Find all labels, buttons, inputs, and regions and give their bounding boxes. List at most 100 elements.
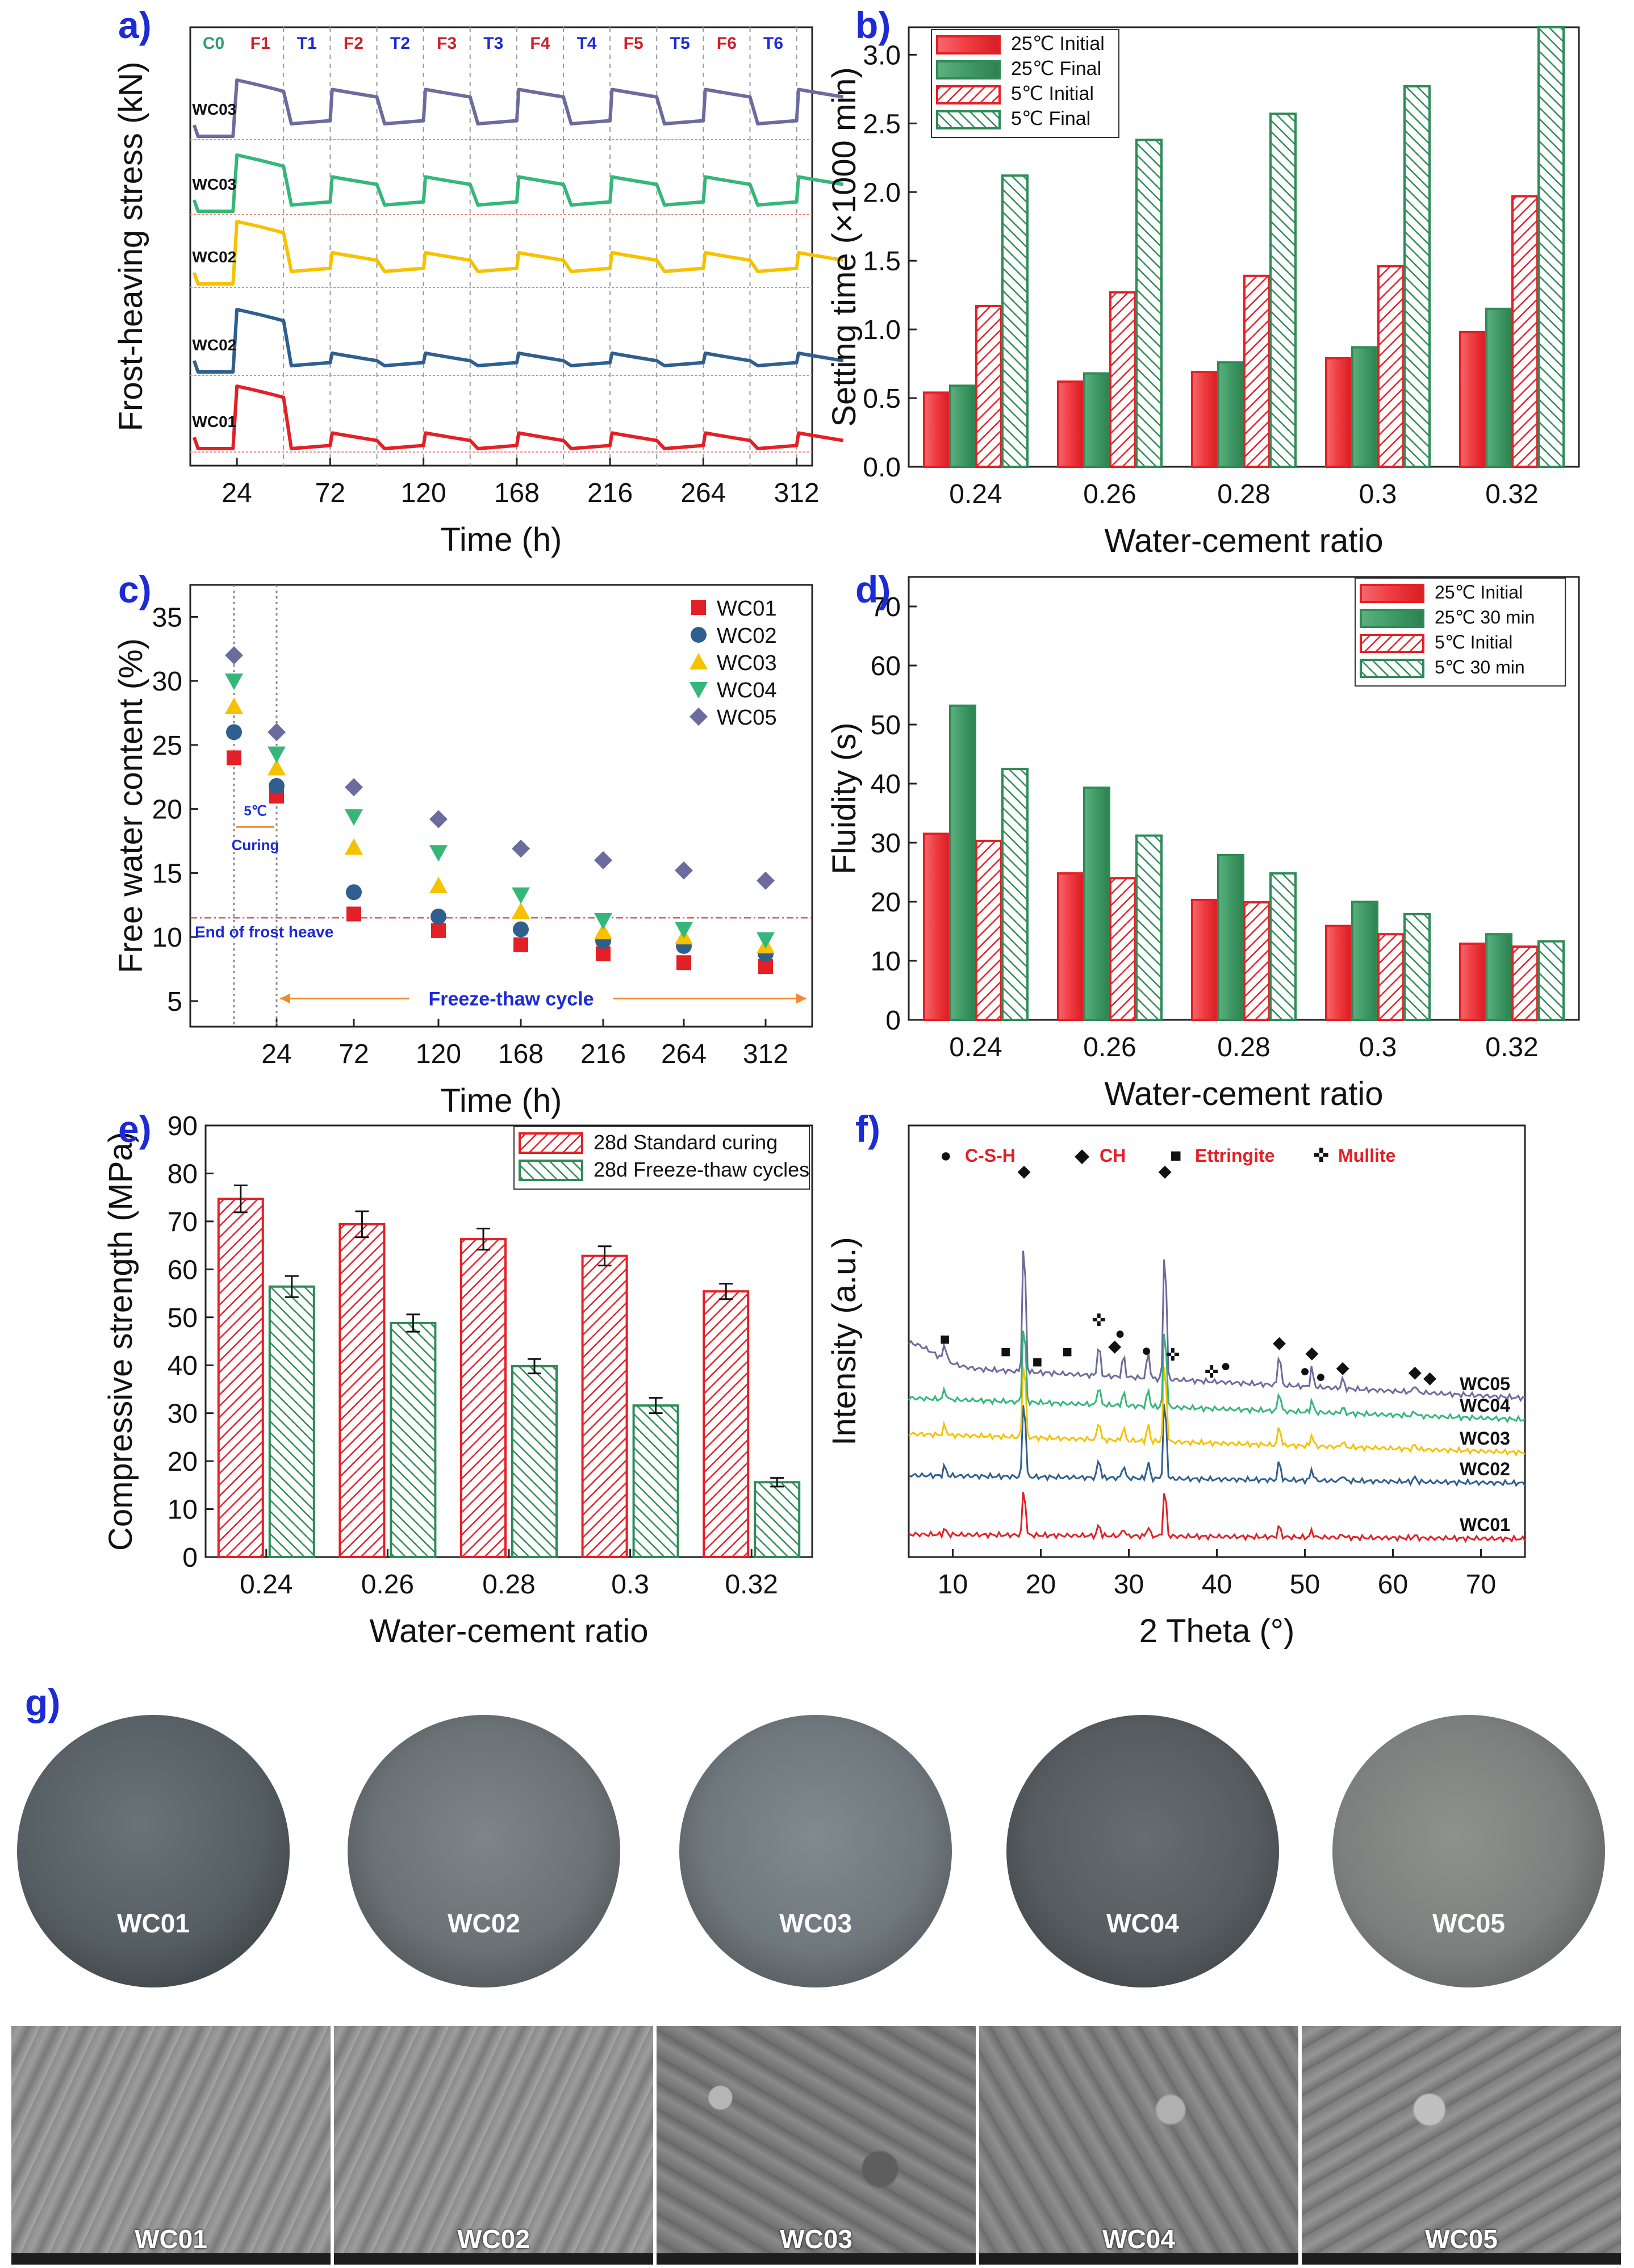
phase-marker: ◆ <box>1305 1344 1318 1362</box>
bar <box>1001 768 1029 1021</box>
x-tick-label: 0.28 <box>1217 1032 1270 1062</box>
data-point <box>513 937 528 952</box>
x-tick-label: 120 <box>401 478 446 508</box>
xrd-trace <box>908 1366 1526 1457</box>
bar <box>1403 913 1431 1022</box>
legend-swatch <box>936 60 1001 79</box>
bar <box>1191 898 1218 1021</box>
x-axis-label: Time (h) <box>441 1082 562 1119</box>
bar <box>975 305 1002 468</box>
arrow-head <box>280 993 290 1004</box>
y-tick-label: 70 <box>168 1207 198 1237</box>
stress-trace <box>193 220 844 286</box>
x-tick-label: 50 <box>1290 1570 1320 1600</box>
specimen-disk-wc05: WC05 <box>1332 1715 1605 1987</box>
x-tick-label: 216 <box>580 1039 626 1069</box>
legend-swatch <box>1360 634 1424 653</box>
chart-e: 0 10 20 30 40 50 60 70 80 90 0.24 0.26 0.28 0.3 0.32 Wa… <box>102 1111 813 1650</box>
x-axis-label: Water-cement ratio <box>1105 1076 1384 1112</box>
phase-marker: ● <box>1115 1324 1125 1343</box>
stress-trace <box>193 78 844 138</box>
legend-label: 5℃ Initial <box>1435 632 1512 652</box>
chart-a: C0 F1 T1 F2 T2 F3 T3 F4 T4 F5 T5 F6 T6 24 72 120 168 216 2… <box>112 26 844 558</box>
legend-swatch <box>1360 584 1424 603</box>
data-point <box>345 838 363 855</box>
phase-marker: ◆ <box>1336 1358 1349 1377</box>
bar <box>1191 371 1218 468</box>
specimen-disk-wc03: WC03 <box>679 1715 952 1987</box>
bar <box>1537 26 1565 468</box>
legend-swatch <box>936 35 1001 55</box>
y-tick-label: 0.5 <box>863 384 901 414</box>
y-tick-label: 30 <box>871 828 901 859</box>
data-point <box>269 778 285 794</box>
bar <box>1269 112 1297 468</box>
x-tick-label: 24 <box>222 478 252 508</box>
data-point <box>691 627 707 643</box>
bar <box>754 1481 801 1558</box>
x-tick-label: 0.24 <box>240 1570 292 1600</box>
panel-label-f: f) <box>855 1108 880 1150</box>
sem-image-wc03: WC03 <box>657 2026 976 2265</box>
data-point <box>691 600 706 615</box>
bar <box>975 839 1002 1021</box>
chart-b: 0.0 0.5 1.0 1.5 2.0 2.5 3.0 0.24 0.26 0.28 0.3 0.32… <box>826 26 1580 559</box>
trace-label: WC02 <box>1460 1459 1510 1479</box>
sem-label: WC01 <box>135 2224 207 2254</box>
phase-label: F5 <box>624 34 643 53</box>
freeze-thaw-label-bg <box>409 985 613 1010</box>
y-tick-label: 25 <box>152 731 182 761</box>
data-point <box>429 876 448 893</box>
bar <box>1459 942 1486 1022</box>
y-tick-label: 90 <box>168 1111 198 1141</box>
data-point <box>594 923 612 940</box>
data-point <box>675 922 693 939</box>
phase-marker: ✜ <box>1092 1311 1106 1330</box>
phase-marker: ◆ <box>1108 1337 1121 1355</box>
legend-label: 25℃ 30 min <box>1435 607 1535 627</box>
xrd-trace <box>908 1492 1526 1543</box>
xrd-trace <box>908 1330 1526 1424</box>
stress-trace <box>193 384 844 450</box>
y-tick-label: 10 <box>152 923 182 953</box>
bar <box>1351 346 1378 468</box>
panel-label-b: b) <box>855 4 891 46</box>
phase-label: F2 <box>344 34 363 53</box>
y-tick-label: 50 <box>168 1303 198 1333</box>
trace-label: WC02 <box>192 336 236 354</box>
panel-label-e: e) <box>118 1108 152 1150</box>
x-tick-label: 70 <box>1466 1570 1496 1600</box>
legend-label: WC02 <box>717 624 777 648</box>
x-axis-label: Water-cement ratio <box>370 1613 649 1650</box>
arrow-head <box>796 993 806 1004</box>
y-tick-label: 35 <box>152 602 182 633</box>
sem-label: WC04 <box>1102 2224 1175 2254</box>
data-point <box>346 884 362 901</box>
sem-image-row: WC01 WC02 WC03 WC04 WC05 <box>11 2026 1624 2265</box>
stress-trace <box>193 153 844 213</box>
phase-label: F1 <box>250 34 270 53</box>
panel-label-c: c) <box>118 568 152 610</box>
specimen-disk-wc02: WC02 <box>348 1715 620 1987</box>
legend-label: 25℃ Initial <box>1435 582 1523 602</box>
legend-label: 28d Freeze-thaw cycles <box>594 1158 809 1181</box>
trace-label: WC01 <box>1460 1514 1510 1535</box>
panel-label-d: d) <box>855 568 891 610</box>
y-tick-label: 1.5 <box>863 246 901 277</box>
disk-label: WC01 <box>117 1909 190 1938</box>
trace-label: WC04 <box>1460 1395 1510 1416</box>
panel-b: b) 0.0 0.5 1.0 1.5 2.0 2.5 3.0 0.24 0.26 0.28 0.3 0… <box>824 0 1634 568</box>
sem-label: WC02 <box>457 2224 530 2254</box>
bar <box>268 1285 315 1558</box>
data-point <box>225 646 243 665</box>
y-tick-label: 70 <box>871 592 901 622</box>
data-point <box>227 750 241 765</box>
x-tick-label: 40 <box>1202 1570 1232 1600</box>
xrd-trace <box>908 1404 1526 1487</box>
panel-d: d) 0 10 20 30 40 50 60 70 0.24 0.26 0.28 0.3 0.32 Wat… <box>824 562 1634 1119</box>
data-point <box>225 673 243 691</box>
bar <box>1403 85 1431 468</box>
phase-marker: ● <box>1141 1341 1151 1360</box>
phase-marker: ◆ <box>1018 1162 1031 1181</box>
x-tick-label: 312 <box>774 478 820 508</box>
